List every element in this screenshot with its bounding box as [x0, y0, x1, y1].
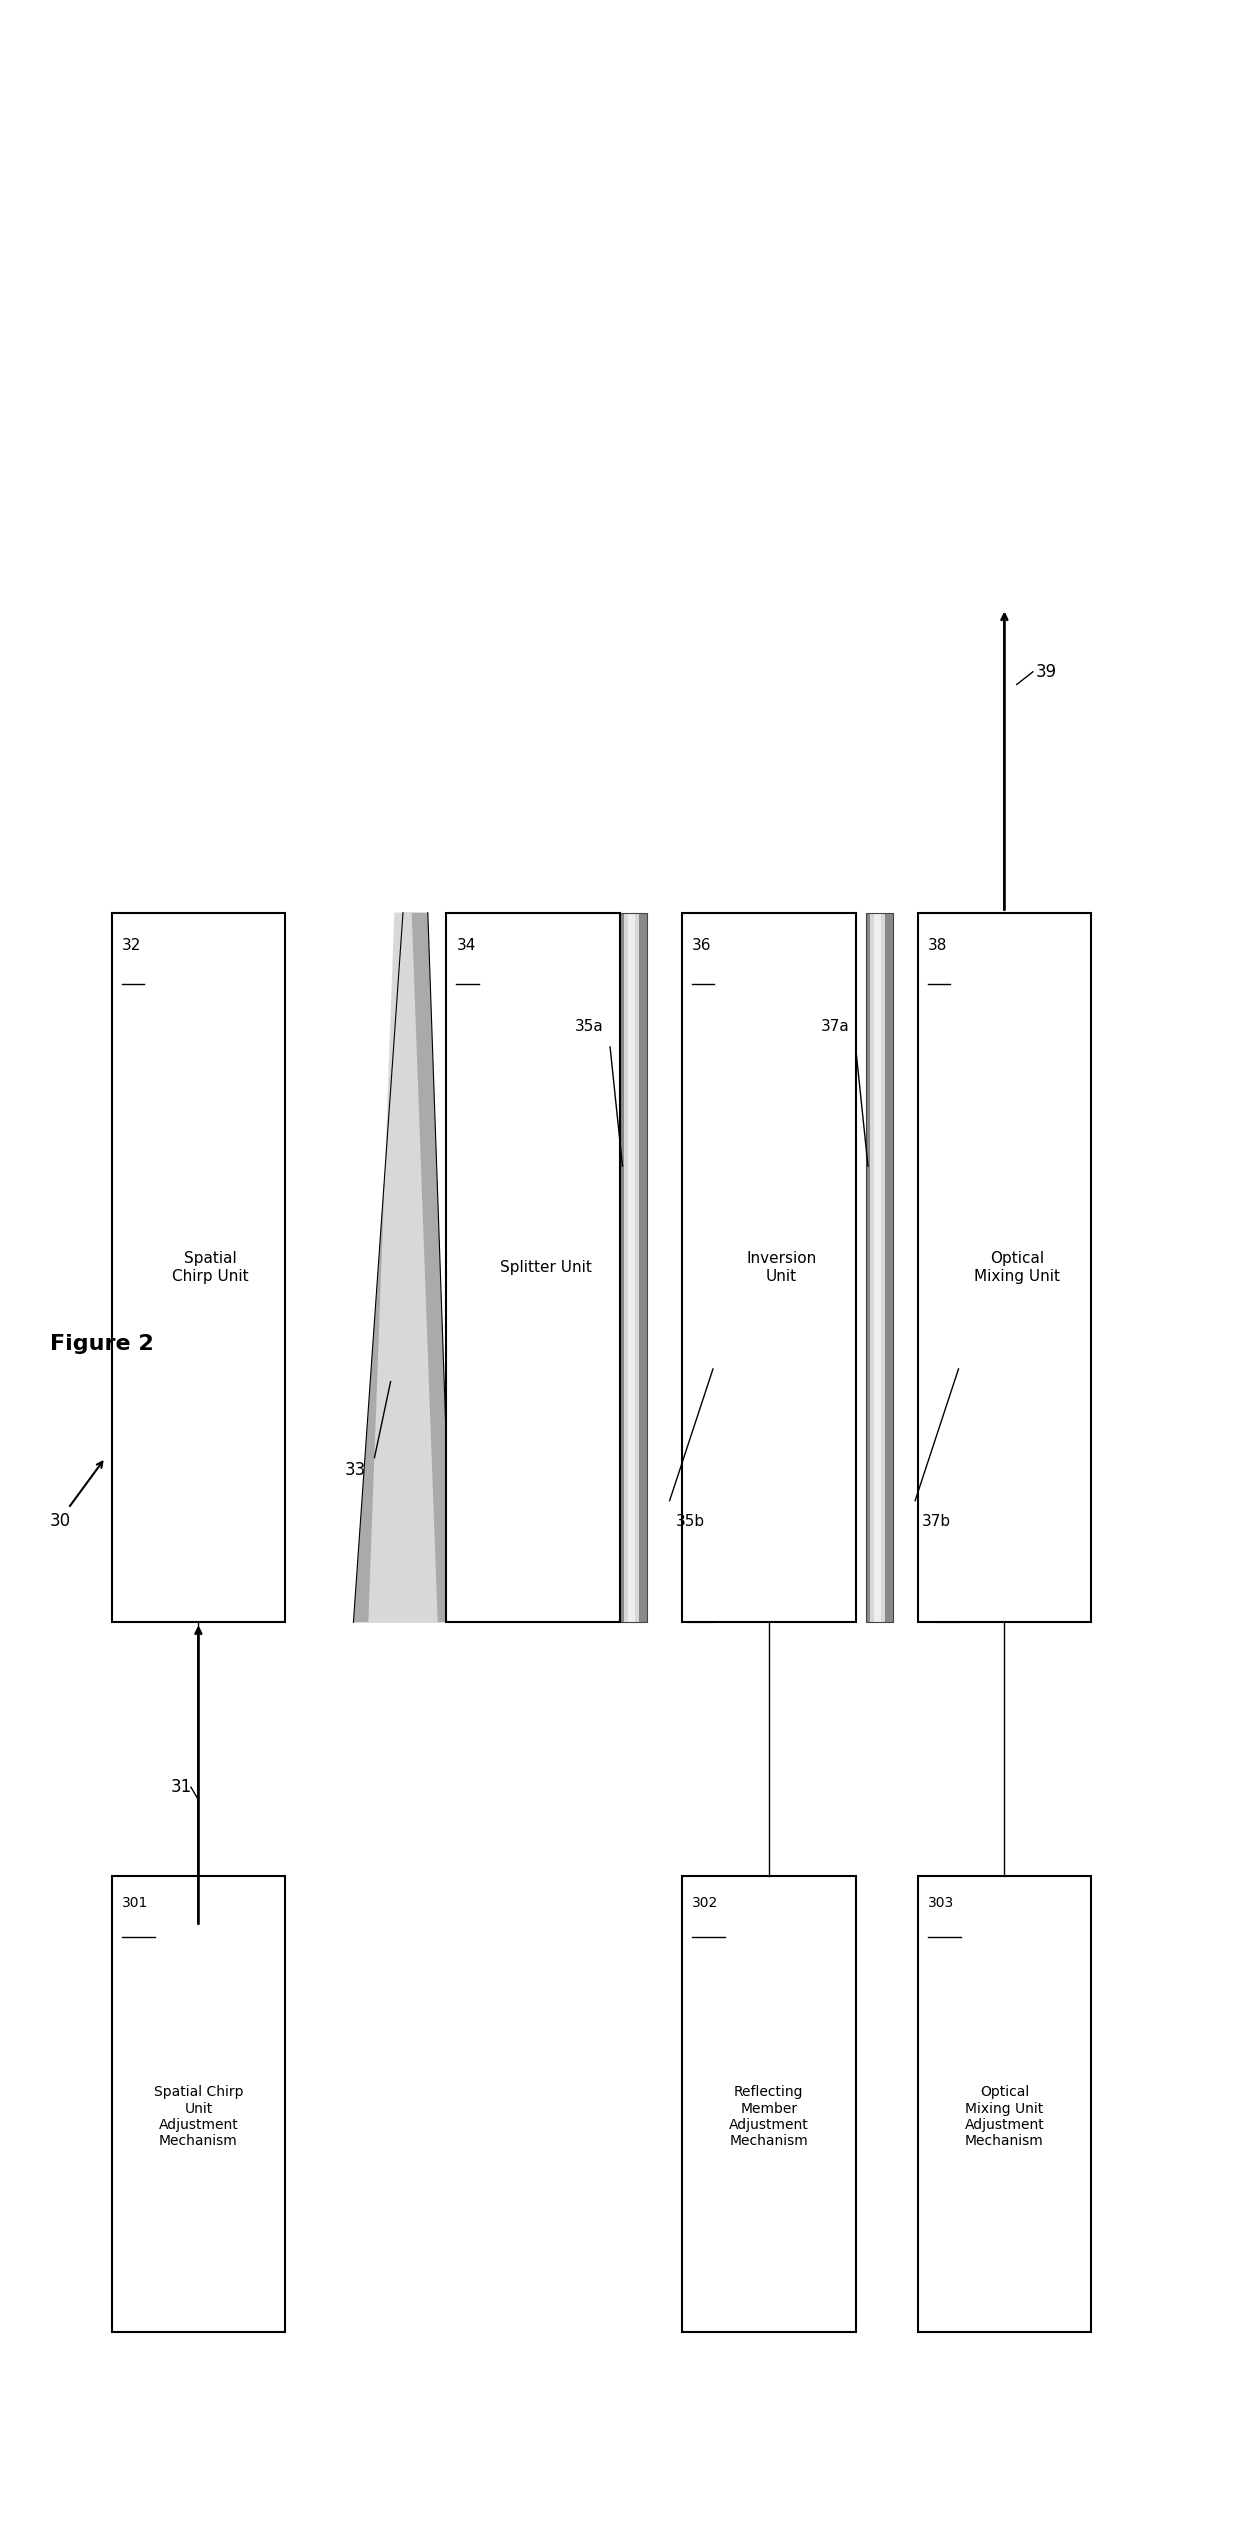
Text: 33: 33 [345, 1460, 366, 1480]
Bar [688, 913, 715, 1622]
Text: Spatial
Chirp Unit: Spatial Chirp Unit [172, 1252, 249, 1283]
Bar [692, 913, 707, 1622]
Text: Figure 2: Figure 2 [50, 1333, 154, 1354]
Text: Splitter Unit: Splitter Unit [500, 1260, 591, 1275]
Text: Optical
Mixing Unit: Optical Mixing Unit [973, 1252, 1060, 1283]
Bar [620, 913, 647, 1622]
Bar [624, 913, 639, 1622]
Text: 31: 31 [171, 1777, 192, 1797]
Bar [697, 913, 703, 1622]
Bar [934, 913, 961, 1622]
Text: 37b: 37b [921, 1513, 950, 1529]
Text: 32: 32 [122, 938, 141, 953]
Bar [682, 1876, 856, 2332]
Text: Reflecting
Member
Adjustment
Mechanism: Reflecting Member Adjustment Mechanism [729, 2086, 808, 2147]
Text: 301: 301 [122, 1896, 148, 1911]
Bar [918, 913, 1091, 1622]
Bar [112, 913, 285, 1622]
Text: 35a: 35a [575, 1019, 604, 1034]
Bar [869, 913, 884, 1622]
Text: 30: 30 [50, 1511, 71, 1531]
Text: 35b: 35b [676, 1513, 704, 1529]
Polygon shape [353, 913, 453, 1622]
Text: 34: 34 [456, 938, 476, 953]
Text: 302: 302 [692, 1896, 718, 1911]
Bar [112, 1876, 285, 2332]
Bar [866, 913, 893, 1622]
Bar [682, 913, 856, 1622]
Bar [934, 913, 961, 1622]
Polygon shape [368, 913, 438, 1622]
Bar [688, 913, 715, 1622]
Text: 39: 39 [1035, 662, 1056, 682]
Text: Optical
Mixing Unit
Adjustment
Mechanism: Optical Mixing Unit Adjustment Mechanism [965, 2086, 1044, 2147]
Text: 303: 303 [928, 1896, 954, 1911]
Bar [866, 913, 893, 1622]
Text: 38: 38 [928, 938, 947, 953]
Bar [942, 913, 949, 1622]
Bar [918, 1876, 1091, 2332]
Bar [446, 913, 620, 1622]
Bar [874, 913, 880, 1622]
Text: Spatial Chirp
Unit
Adjustment
Mechanism: Spatial Chirp Unit Adjustment Mechanism [154, 2086, 243, 2147]
Text: 37a: 37a [821, 1019, 849, 1034]
Bar [629, 913, 635, 1622]
Text: Inversion
Unit: Inversion Unit [746, 1252, 816, 1283]
Bar [620, 913, 647, 1622]
Bar [937, 913, 952, 1622]
Text: 36: 36 [692, 938, 712, 953]
